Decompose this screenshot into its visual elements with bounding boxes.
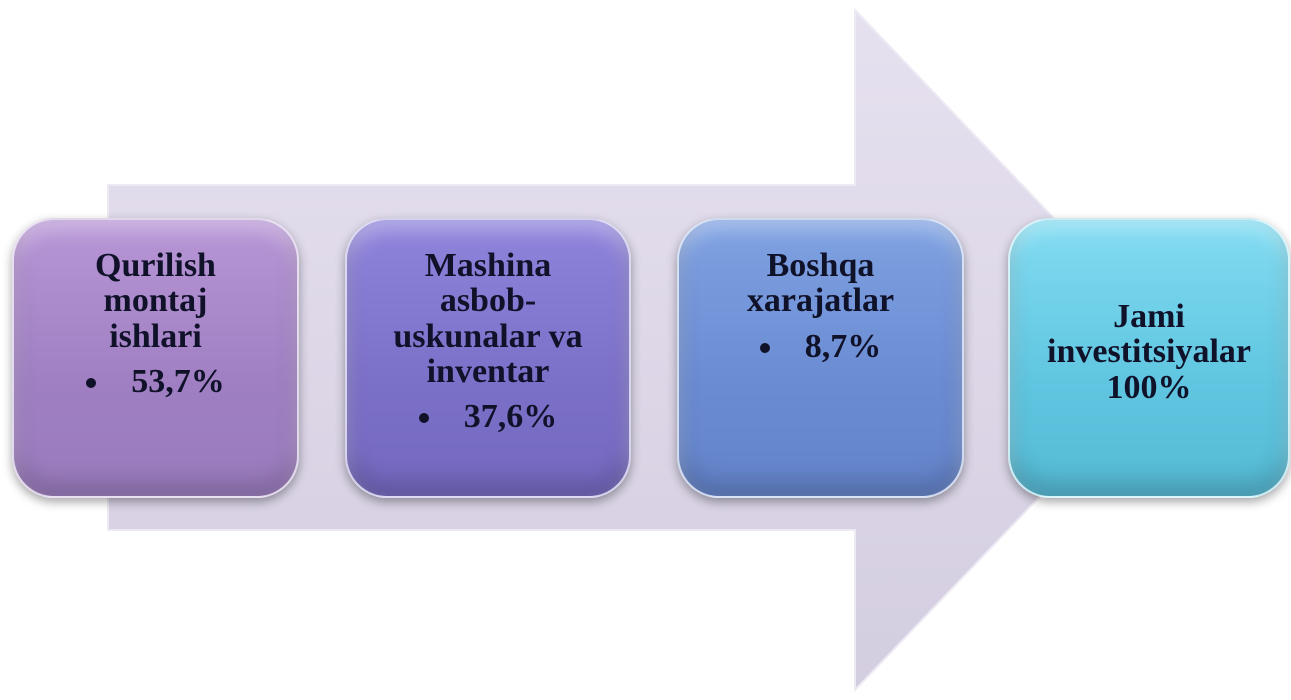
node-list: 8,7%: [760, 328, 882, 364]
node-title: Jami investitsiyalar 100%: [1047, 297, 1251, 406]
node: Mashina asbob-uskunalar va inventar 37,6…: [345, 218, 631, 498]
node-list: 53,7%: [86, 364, 225, 400]
node-item: 37,6%: [419, 399, 558, 435]
node-title: Mashina asbob-uskunalar va inventar: [393, 247, 583, 391]
arrow: [107, 7, 1182, 693]
node: Jami investitsiyalar 100%: [1008, 218, 1290, 498]
node: Qurilish montaj ishlari 53,7%: [12, 218, 299, 498]
node-item: 53,7%: [86, 364, 225, 400]
node-title: Qurilish montaj ishlari: [95, 247, 216, 355]
node-item: 8,7%: [760, 328, 882, 364]
node-list: 37,6%: [419, 399, 558, 435]
node-title: Boshqa xarajatlar: [746, 247, 895, 320]
node: Boshqa xarajatlar 8,7%: [677, 218, 964, 498]
